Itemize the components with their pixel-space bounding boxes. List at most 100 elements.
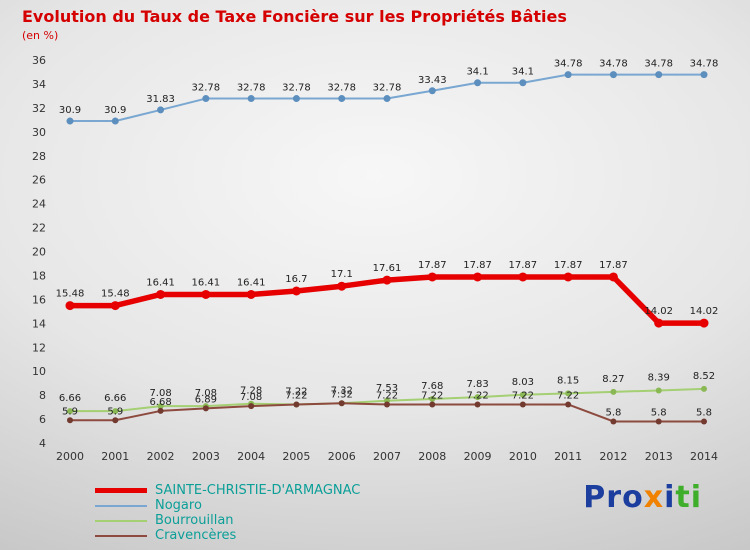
data-point xyxy=(429,395,436,402)
data-point xyxy=(474,79,482,87)
legend-swatch xyxy=(95,504,147,507)
data-label: 16.41 xyxy=(146,277,175,288)
data-label: 17.87 xyxy=(418,260,447,271)
x-tick-label: 2007 xyxy=(373,450,401,463)
data-point xyxy=(65,301,75,311)
data-point xyxy=(112,417,119,424)
data-label: 34.78 xyxy=(599,59,628,70)
legend-item: Nogaro xyxy=(95,498,360,513)
data-point xyxy=(701,418,707,425)
data-point xyxy=(383,95,391,103)
data-point xyxy=(201,289,211,299)
data-point xyxy=(248,403,255,410)
proxiti-logo[interactable]: Proxiti xyxy=(583,480,702,515)
data-point xyxy=(382,275,392,285)
data-point xyxy=(519,79,527,87)
data-label: 7.22 xyxy=(285,386,307,397)
data-label: 5.8 xyxy=(696,407,712,418)
data-label: 7.83 xyxy=(466,379,488,390)
data-point xyxy=(427,272,437,282)
data-point xyxy=(519,401,526,408)
data-point xyxy=(473,272,483,282)
data-label: 5.9 xyxy=(62,406,78,417)
logo-letter: o xyxy=(622,480,644,515)
legend-item: Bourrouillan xyxy=(95,513,360,528)
data-point xyxy=(202,405,209,412)
data-point xyxy=(609,71,617,79)
data-point xyxy=(701,385,707,392)
data-point xyxy=(293,401,300,408)
data-point xyxy=(111,117,119,125)
data-label: 17.87 xyxy=(554,260,583,271)
data-label: 7.32 xyxy=(331,385,353,396)
y-tick-label: 32 xyxy=(32,102,46,115)
data-label: 7.22 xyxy=(285,390,307,401)
data-point xyxy=(67,408,73,415)
y-tick-label: 10 xyxy=(32,365,46,378)
data-label: 17.1 xyxy=(331,269,353,280)
data-point xyxy=(519,391,526,398)
data-label: 34.78 xyxy=(644,59,673,70)
logo-letter: P xyxy=(583,480,607,515)
x-tick-label: 2000 xyxy=(56,450,84,463)
y-tick-label: 24 xyxy=(32,198,46,211)
data-label: 17.87 xyxy=(463,260,492,271)
data-label: 32.78 xyxy=(192,83,221,94)
logo-letter: t xyxy=(675,480,691,515)
x-tick-label: 2010 xyxy=(509,450,537,463)
data-label: 17.61 xyxy=(373,263,402,274)
data-label: 17.87 xyxy=(509,260,538,271)
data-label: 16.41 xyxy=(192,277,221,288)
data-point xyxy=(110,301,120,311)
chart-title: Evolution du Taux de Taxe Foncière sur l… xyxy=(22,7,567,26)
y-tick-label: 18 xyxy=(32,269,46,282)
data-point xyxy=(384,401,390,408)
data-point xyxy=(654,318,664,328)
data-point xyxy=(246,289,256,299)
y-tick-label: 36 xyxy=(32,54,46,67)
data-label: 6.66 xyxy=(59,393,81,404)
data-label: 32.78 xyxy=(327,83,356,94)
data-label: 30.9 xyxy=(59,105,81,116)
legend-swatch xyxy=(95,519,147,522)
data-label: 5.8 xyxy=(605,407,621,418)
data-label: 16.7 xyxy=(285,274,307,285)
data-label: 14.02 xyxy=(690,306,719,317)
logo-letter: i xyxy=(690,480,702,515)
data-point xyxy=(247,95,255,103)
data-point xyxy=(338,95,346,103)
data-label: 6.89 xyxy=(195,394,217,405)
data-label: 8.52 xyxy=(693,371,715,382)
data-label: 7.08 xyxy=(240,392,262,403)
x-tick-label: 2002 xyxy=(147,450,175,463)
x-tick-label: 2013 xyxy=(645,450,673,463)
data-label: 7.22 xyxy=(557,390,579,401)
legend-item: SAINTE-CHRISTIE-D'ARMAGNAC xyxy=(95,483,360,498)
data-point xyxy=(291,286,301,296)
data-label: 7.32 xyxy=(331,389,353,400)
legend-label: Bourrouillan xyxy=(155,513,234,528)
data-label: 32.78 xyxy=(237,83,266,94)
data-label: 30.9 xyxy=(104,105,126,116)
data-point xyxy=(157,407,164,414)
data-label: 8.03 xyxy=(512,377,534,388)
data-point xyxy=(67,417,73,424)
legend-label: Nogaro xyxy=(155,498,202,513)
data-label: 8.39 xyxy=(648,372,670,383)
data-point xyxy=(655,71,663,79)
legend-label: Cravencères xyxy=(155,528,237,543)
data-point xyxy=(655,418,662,425)
x-tick-label: 2006 xyxy=(328,450,356,463)
data-point xyxy=(474,401,481,408)
data-label: 34.78 xyxy=(554,59,583,70)
data-label: 33.43 xyxy=(418,75,447,86)
data-point xyxy=(518,272,528,282)
data-point xyxy=(610,388,617,395)
y-tick-label: 28 xyxy=(32,150,46,163)
data-point xyxy=(66,117,74,125)
data-label: 7.08 xyxy=(195,388,217,399)
legend-item: Cravencères xyxy=(95,528,360,543)
chart-subtitle: (en %) xyxy=(22,29,59,42)
data-point xyxy=(564,71,572,79)
data-point xyxy=(157,403,164,410)
